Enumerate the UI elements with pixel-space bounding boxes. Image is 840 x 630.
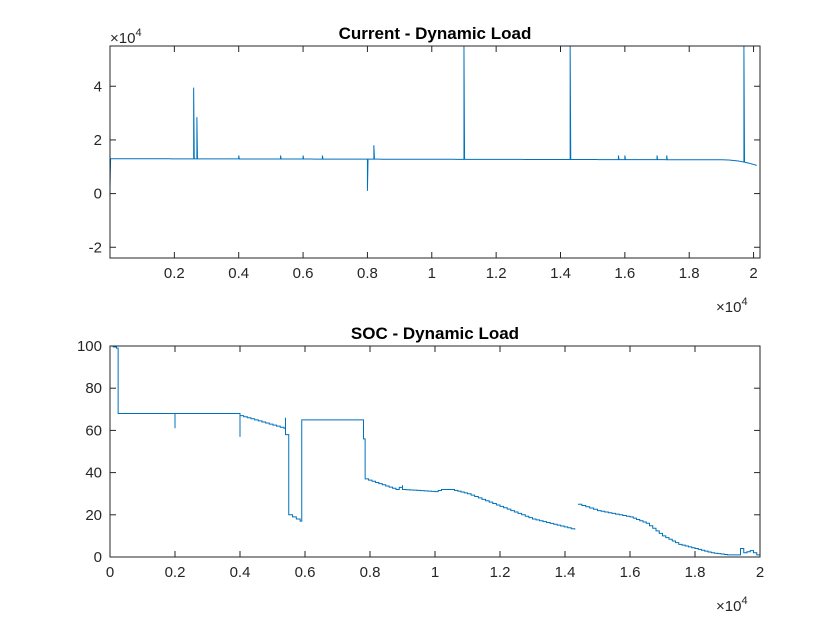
soc-axes-box [109, 345, 761, 558]
soc-x-multiplier-exp: 4 [741, 595, 747, 607]
x-tick-label: 2 [749, 265, 757, 282]
current-y-multiplier-base: ×10 [110, 30, 135, 47]
x-tick-label: 1.2 [486, 265, 507, 282]
current-x-multiplier-exp: 4 [741, 296, 747, 308]
soc-subplot: SOC - Dynamic Load ×104 0 0.2 0.4 0.6 0.8 1 1.… [77, 324, 764, 615]
current-ticks: 0.2 0.4 0.6 0.8 1 1.2 1.4 1.6 1.8 2 -2 0 2 4 [89, 46, 760, 282]
y-tick-label: 60 [85, 422, 102, 439]
x-tick-label: 1.2 [490, 564, 511, 581]
x-tick-label: 0.2 [165, 564, 186, 581]
x-tick-label: 1 [431, 564, 439, 581]
x-tick-label: 1.4 [550, 265, 571, 282]
y-tick-label: 4 [94, 78, 102, 95]
current-axes-box [109, 45, 761, 259]
x-tick-label: 0.4 [228, 265, 249, 282]
current-y-multiplier-exp: 4 [135, 27, 141, 39]
x-tick-label: 1.8 [685, 564, 706, 581]
soc-chart-title: SOC - Dynamic Load [351, 324, 519, 343]
y-tick-label: 20 [85, 507, 102, 524]
x-tick-label: 0.2 [164, 265, 185, 282]
x-tick-label: 0.4 [230, 564, 251, 581]
current-x-multiplier-base: ×10 [716, 299, 741, 316]
y-tick-label: 40 [85, 465, 102, 482]
y-tick-label: 2 [94, 132, 102, 149]
current-series [109, 45, 757, 191]
soc-series-line-2 [578, 503, 760, 556]
x-tick-label: 2 [756, 564, 764, 581]
current-subplot: Current - Dynamic Load ×104 ×104 0.2 0.4 0… [89, 24, 761, 316]
x-tick-label: 0.8 [357, 265, 378, 282]
x-tick-label: 1.6 [614, 265, 635, 282]
soc-x-multiplier: ×104 [716, 595, 748, 615]
x-tick-label: 0.6 [295, 564, 316, 581]
x-tick-label: 1 [428, 265, 436, 282]
soc-series [110, 345, 760, 556]
y-tick-label: 0 [94, 186, 102, 203]
current-y-multiplier: ×104 [110, 27, 142, 47]
x-tick-label: 0.8 [360, 564, 381, 581]
soc-series-line-1 [110, 345, 576, 530]
x-tick-label: 0.6 [293, 265, 314, 282]
current-series-line [109, 45, 757, 191]
x-tick-label: 0 [106, 564, 114, 581]
soc-x-multiplier-base: ×10 [716, 598, 741, 615]
x-tick-label: 1.8 [679, 265, 700, 282]
y-tick-label: 0 [94, 549, 102, 566]
x-tick-label: 1.4 [555, 564, 576, 581]
current-x-multiplier: ×104 [716, 296, 748, 316]
y-tick-label: -2 [89, 239, 102, 256]
current-chart-title: Current - Dynamic Load [339, 24, 532, 43]
y-tick-label: 80 [85, 380, 102, 397]
x-tick-label: 1.6 [620, 564, 641, 581]
y-tick-label: 100 [77, 338, 102, 355]
